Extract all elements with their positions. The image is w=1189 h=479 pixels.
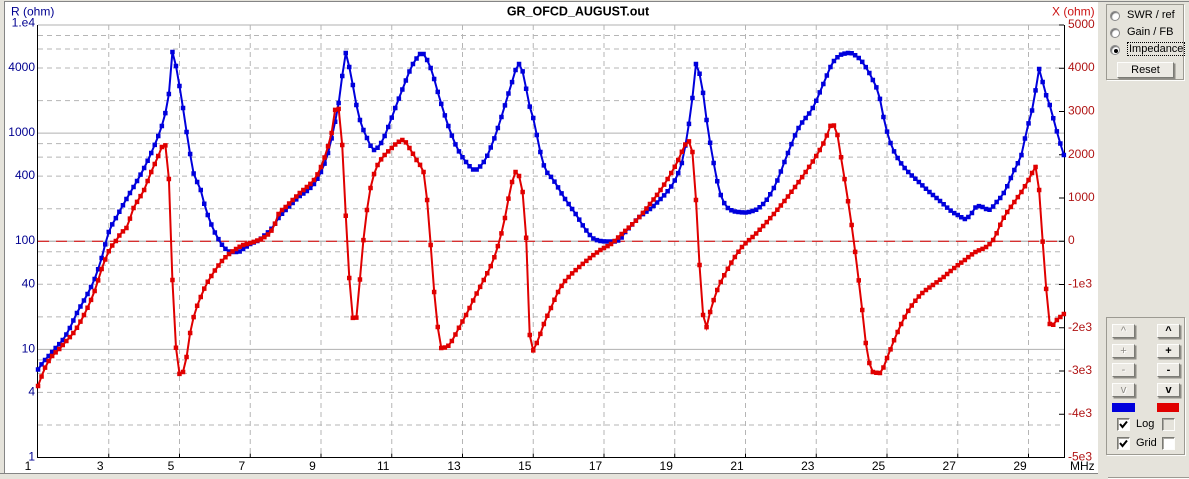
svg-text:1000: 1000 bbox=[8, 125, 35, 139]
svg-text:15: 15 bbox=[518, 459, 532, 473]
svg-text:5: 5 bbox=[168, 459, 175, 473]
svg-text:1: 1 bbox=[25, 459, 32, 473]
svg-text:3: 3 bbox=[97, 459, 104, 473]
svg-text:-1e3: -1e3 bbox=[1068, 277, 1092, 291]
svg-text:X (ohm): X (ohm) bbox=[1052, 5, 1095, 19]
svg-text:9: 9 bbox=[309, 459, 316, 473]
svg-text:5000: 5000 bbox=[1068, 17, 1095, 31]
svg-text:4: 4 bbox=[28, 384, 35, 398]
svg-text:10: 10 bbox=[22, 341, 36, 355]
svg-text:-5e3: -5e3 bbox=[1068, 450, 1092, 464]
svg-text:0: 0 bbox=[1068, 233, 1075, 247]
svg-text:2000: 2000 bbox=[1068, 147, 1095, 161]
svg-text:7: 7 bbox=[238, 459, 245, 473]
svg-text:27: 27 bbox=[943, 459, 957, 473]
svg-text:R (ohm): R (ohm) bbox=[11, 5, 54, 19]
svg-text:19: 19 bbox=[660, 459, 674, 473]
svg-text:23: 23 bbox=[801, 459, 815, 473]
svg-text:1.e4: 1.e4 bbox=[12, 16, 36, 30]
svg-text:3000: 3000 bbox=[1068, 104, 1095, 118]
svg-text:100: 100 bbox=[15, 233, 35, 247]
svg-text:-3e3: -3e3 bbox=[1068, 363, 1092, 377]
svg-text:25: 25 bbox=[872, 459, 886, 473]
svg-text:-4e3: -4e3 bbox=[1068, 406, 1092, 420]
svg-text:1: 1 bbox=[28, 450, 35, 464]
svg-text:4000: 4000 bbox=[8, 60, 35, 74]
svg-text:1000: 1000 bbox=[1068, 190, 1095, 204]
svg-text:GR_OFCD_AUGUST.out: GR_OFCD_AUGUST.out bbox=[507, 5, 650, 19]
svg-text:-2e3: -2e3 bbox=[1068, 320, 1092, 334]
svg-text:21: 21 bbox=[730, 459, 744, 473]
svg-text:400: 400 bbox=[15, 168, 35, 182]
svg-text:11: 11 bbox=[377, 459, 390, 473]
svg-text:17: 17 bbox=[589, 459, 603, 473]
svg-text:4000: 4000 bbox=[1068, 60, 1095, 74]
svg-text:40: 40 bbox=[22, 276, 36, 290]
svg-text:13: 13 bbox=[447, 459, 461, 473]
svg-text:29: 29 bbox=[1013, 459, 1027, 473]
svg-text:MHz: MHz bbox=[1070, 459, 1095, 473]
